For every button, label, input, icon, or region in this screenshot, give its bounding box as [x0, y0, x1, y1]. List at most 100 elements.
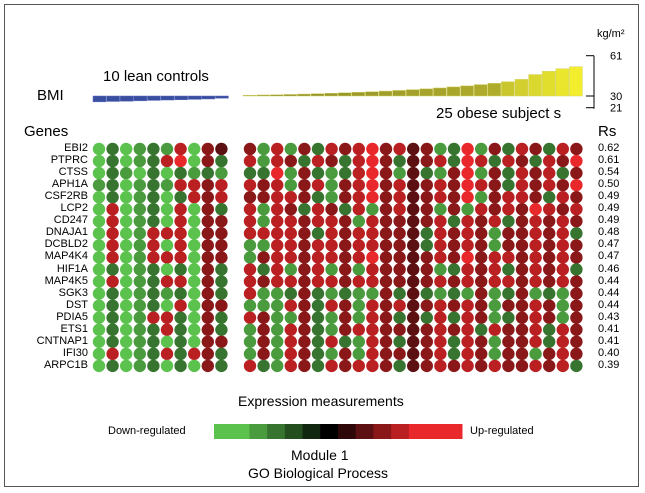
expression-dot — [339, 335, 352, 348]
bmi-bar-obese — [569, 66, 583, 97]
expression-dot — [570, 311, 583, 324]
expression-dot — [106, 166, 119, 180]
expression-dot — [339, 142, 352, 156]
expression-dot — [502, 142, 515, 156]
expression-dot — [543, 239, 556, 252]
expression-dot — [434, 263, 447, 276]
expression-dot — [160, 311, 174, 324]
bmi-bar-lean — [174, 95, 188, 101]
rs-header: Rs — [598, 123, 617, 140]
expression-dot — [393, 166, 406, 180]
expression-dot — [215, 359, 228, 373]
expression-dot — [174, 166, 187, 180]
expression-dot — [393, 191, 406, 204]
expression-dot — [243, 323, 257, 336]
expression-dot — [257, 335, 270, 348]
expression-dot — [407, 142, 420, 156]
expression-dot — [188, 287, 201, 300]
rs-value: 0.48 — [598, 226, 620, 239]
expression-dot — [543, 311, 556, 324]
expression-dot — [243, 359, 257, 373]
expression-dot — [243, 239, 257, 252]
gene-label: PTPRC — [50, 154, 88, 167]
expression-dot — [393, 178, 406, 192]
expression-dot — [502, 263, 515, 276]
expression-dot — [475, 275, 488, 288]
expression-dot — [257, 311, 270, 324]
expression-dot — [271, 142, 284, 156]
expression-dot — [174, 323, 187, 336]
expression-dot — [393, 227, 406, 240]
gene-label: DCBLD2 — [44, 238, 88, 251]
expression-dot — [271, 299, 284, 312]
expression-dot — [447, 239, 461, 252]
expression-dot — [379, 239, 393, 252]
expression-dot — [284, 311, 297, 324]
expression-dot — [174, 347, 187, 361]
expression-dot — [160, 251, 174, 264]
expression-dot — [311, 227, 325, 240]
expression-dot — [570, 191, 583, 204]
expression-dot — [570, 287, 583, 300]
expression-dot — [475, 359, 488, 373]
gene-label: MAP4K5 — [44, 274, 88, 287]
expression-dot — [447, 191, 461, 204]
expression-dot — [366, 347, 379, 361]
expression-dot — [284, 142, 297, 156]
expression-dot — [243, 191, 257, 204]
expression-dot — [543, 154, 556, 168]
expression-dot — [120, 166, 133, 180]
bmi-bar-lean — [147, 95, 161, 101]
expression-dot — [339, 359, 352, 373]
expression-dot — [488, 299, 501, 312]
expression-dot — [257, 239, 270, 252]
expression-dot — [201, 359, 214, 373]
bmi-unit-label: kg/m² — [597, 28, 625, 40]
expression-dot — [407, 227, 420, 240]
expression-dot — [160, 335, 174, 348]
expression-dot — [160, 215, 174, 228]
bmi-bar-lean — [160, 95, 175, 101]
expression-dot — [243, 142, 257, 156]
expression-dot — [488, 251, 501, 264]
expression-dot — [434, 335, 447, 348]
expression-dot — [92, 251, 106, 264]
expression-dot — [529, 311, 542, 324]
rs-value: 0.61 — [598, 154, 620, 167]
expression-dot — [420, 359, 433, 373]
expression-dot — [379, 263, 393, 276]
bmi-bar-obese — [324, 93, 338, 97]
expression-dot — [174, 178, 187, 192]
expression-dot — [393, 251, 406, 264]
expression-dot — [174, 287, 187, 300]
expression-dot — [475, 203, 488, 216]
expression-dot — [311, 335, 325, 348]
bmi-bar-obese — [283, 94, 298, 97]
genes-header: Genes — [24, 123, 69, 140]
expression-dot — [570, 323, 583, 336]
expression-dot — [160, 191, 174, 204]
expression-dot — [447, 203, 461, 216]
expression-dot — [325, 299, 338, 312]
expression-dot — [461, 239, 474, 252]
expression-dot — [420, 203, 433, 216]
expression-dot — [284, 299, 297, 312]
expression-dot — [243, 251, 257, 264]
expression-dot — [515, 275, 529, 288]
expression-dot — [174, 263, 187, 276]
expression-dot — [188, 311, 201, 324]
expression-dot — [543, 323, 556, 336]
expression-dot — [434, 166, 447, 180]
bmi-bar-lean — [215, 95, 229, 99]
expression-dot — [133, 347, 146, 361]
expression-dot — [366, 203, 379, 216]
expression-dot — [339, 263, 352, 276]
expression-dot — [257, 275, 270, 288]
expression-dot — [271, 191, 284, 204]
expression-dot — [257, 227, 270, 240]
expression-dot — [488, 191, 501, 204]
expression-dot — [92, 239, 106, 252]
expression-dot — [106, 323, 119, 336]
expression-dot — [298, 287, 311, 300]
gene-label: DNAJA1 — [45, 226, 88, 239]
